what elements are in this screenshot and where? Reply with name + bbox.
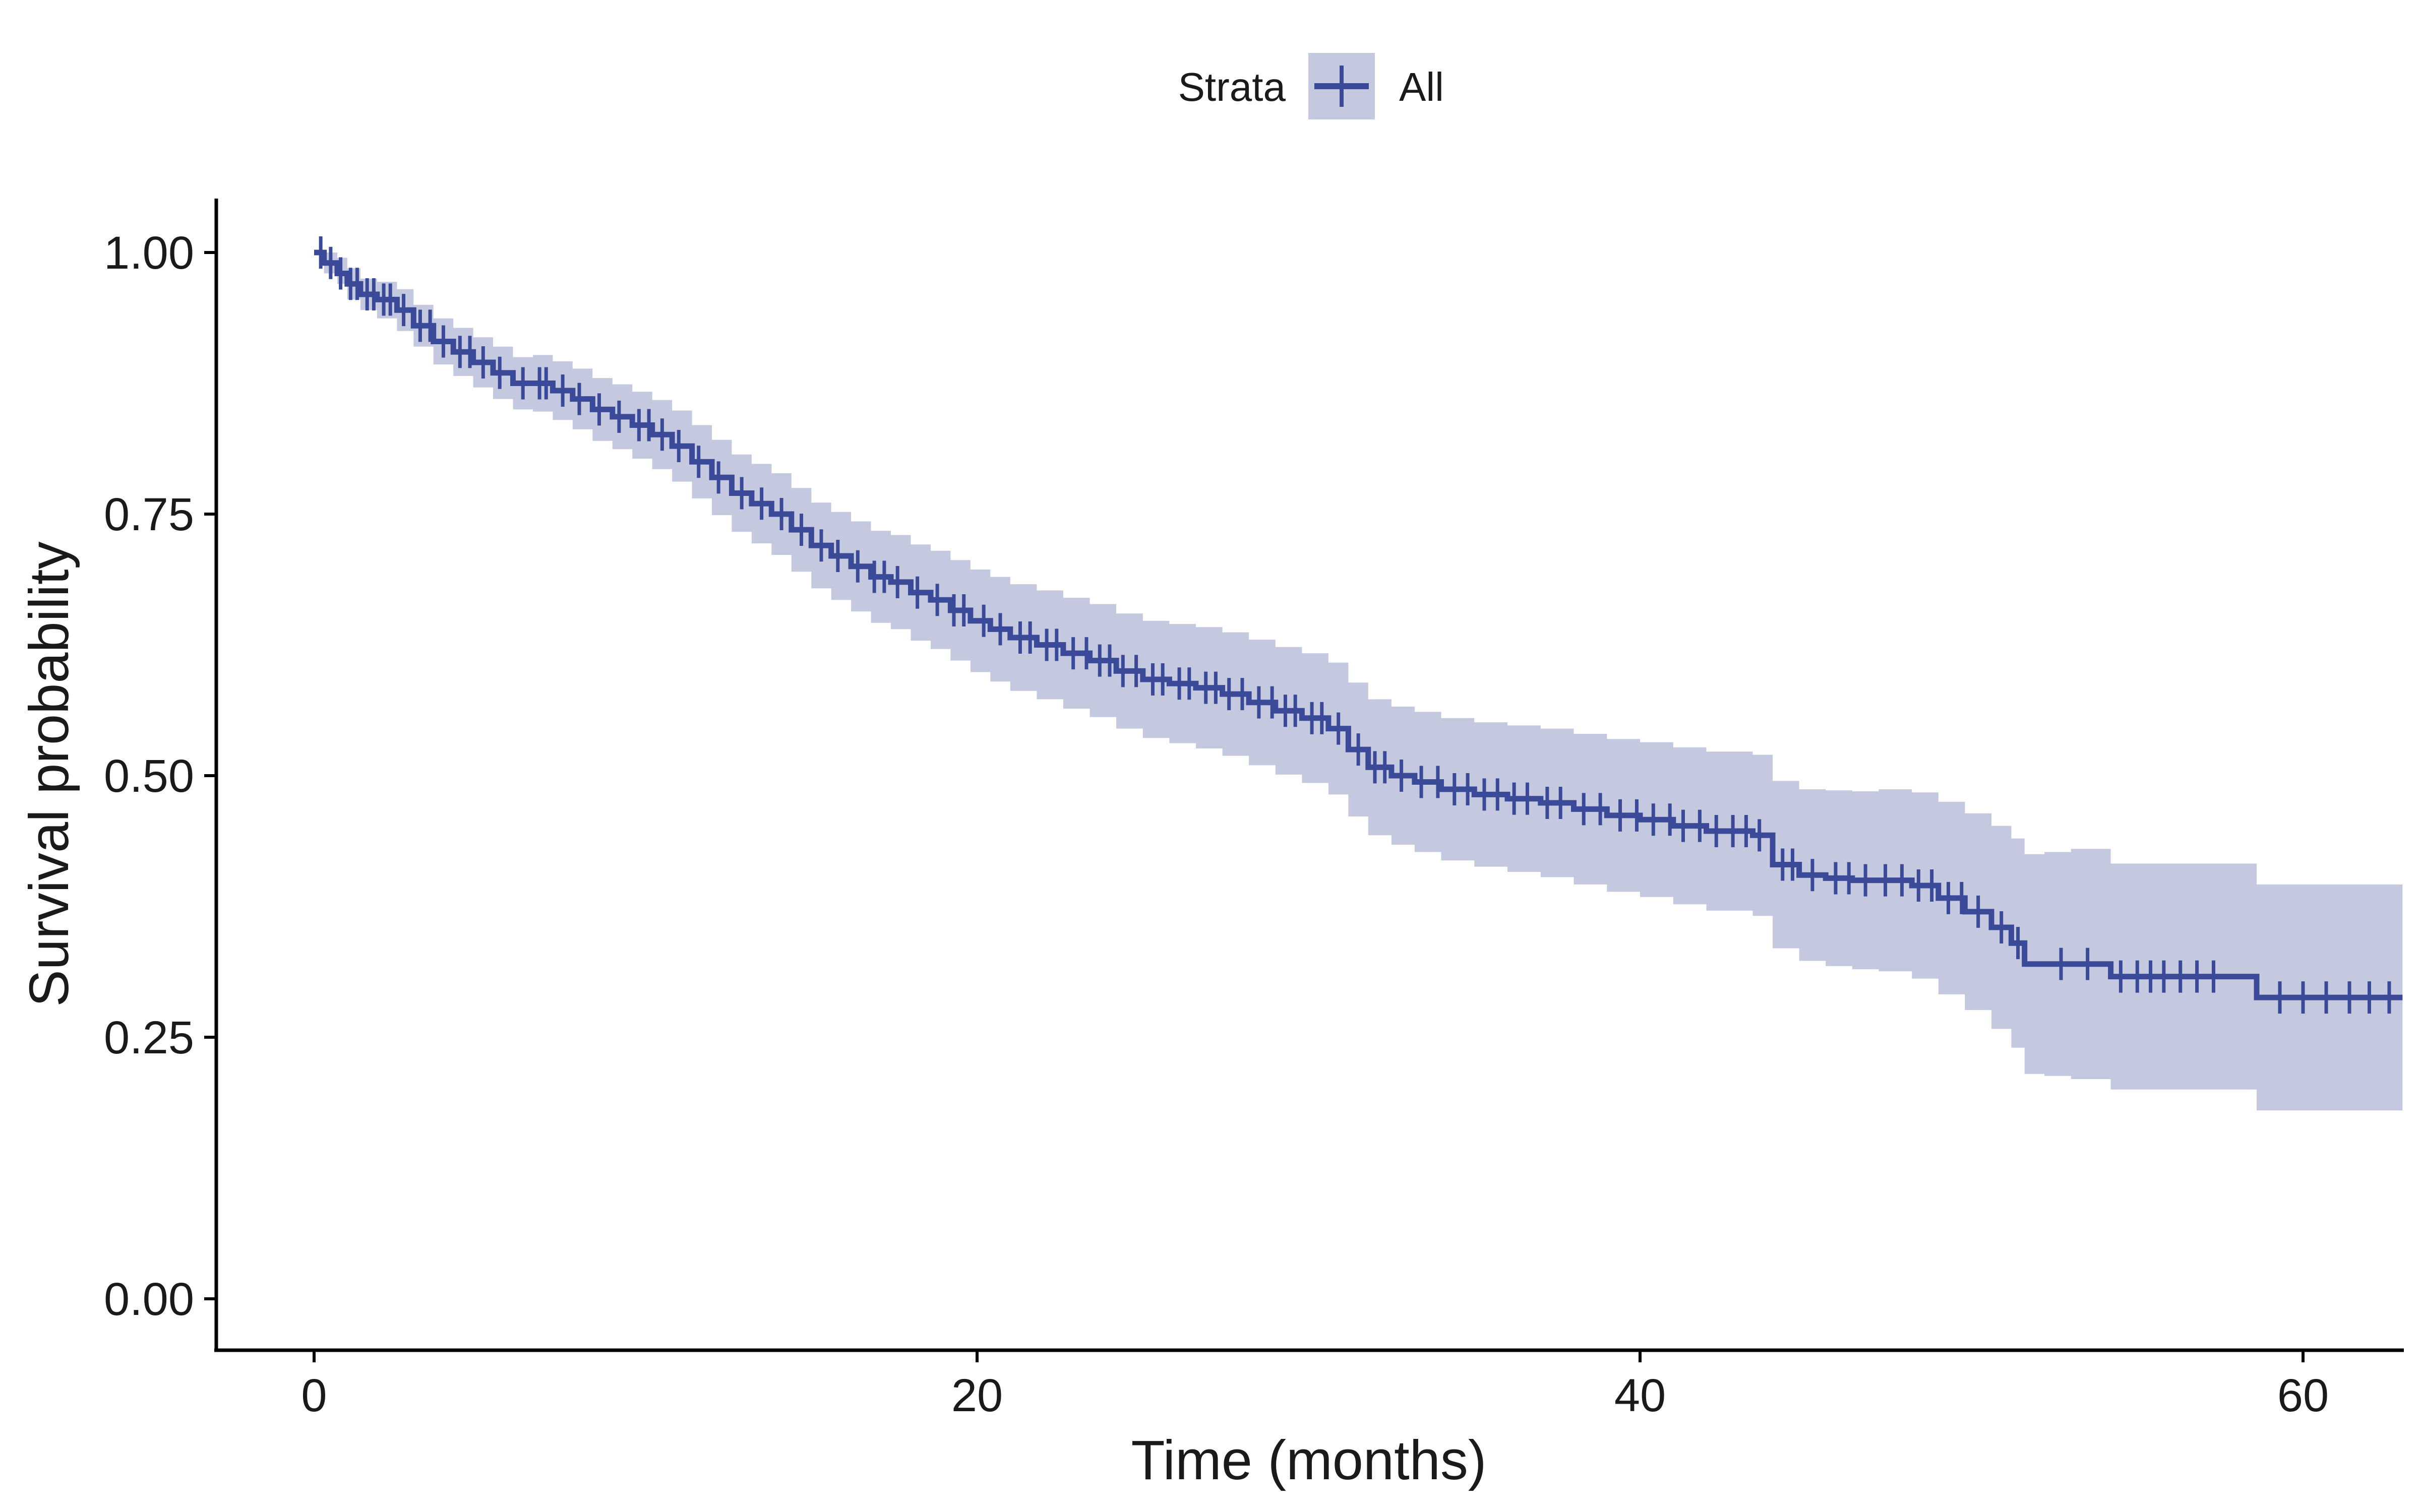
y-tick-label: 0.75 <box>104 489 194 540</box>
axes: 0.00 0.25 0.50 0.75 1.00 0 20 40 60 Time (month… <box>18 199 2404 1491</box>
y-axis-title: Survival probability <box>18 541 80 1006</box>
y-tick-label: 0.00 <box>104 1274 194 1325</box>
legend: Strata All <box>1178 53 1444 119</box>
y-tick-label: 1.00 <box>104 227 194 279</box>
x-tick-label: 0 <box>301 1370 327 1421</box>
x-tick-label: 20 <box>951 1370 1003 1421</box>
x-tick-label: 40 <box>1614 1370 1666 1421</box>
confidence-band <box>314 253 2403 1111</box>
y-ticks: 0.00 0.25 0.50 0.75 1.00 <box>104 227 216 1325</box>
y-tick-label: 0.50 <box>104 750 194 802</box>
x-tick-label: 60 <box>2277 1370 2329 1421</box>
x-ticks: 0 20 40 60 <box>301 1350 2329 1421</box>
legend-title: Strata <box>1178 65 1286 109</box>
plot-area <box>314 236 2403 1111</box>
x-axis-title: Time (months) <box>1131 1429 1487 1491</box>
y-tick-label: 0.25 <box>104 1012 194 1063</box>
legend-entry-all: All <box>1399 65 1444 109</box>
